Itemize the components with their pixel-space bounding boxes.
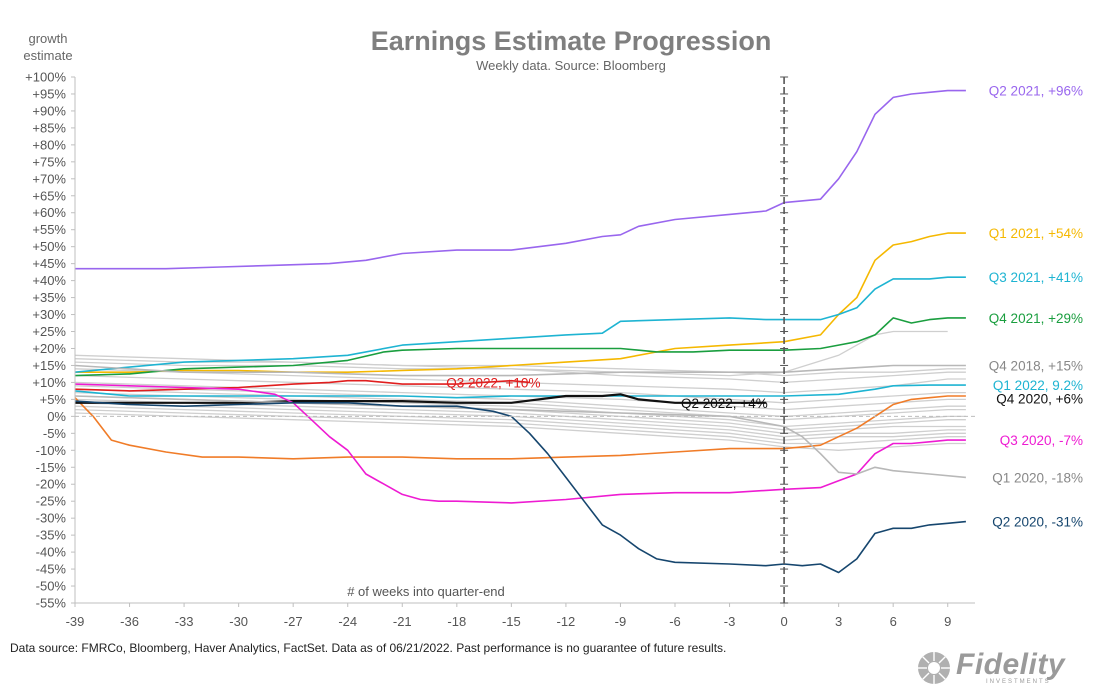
y-axis-label-line2: estimate xyxy=(23,48,72,63)
series-label-q3-2021-41: Q3 2021, +41% xyxy=(989,270,1083,285)
logo-wordmark: Fidelity xyxy=(956,648,1066,681)
y-tick-label: -55% xyxy=(36,596,67,611)
y-tick-label: -30% xyxy=(36,511,67,526)
background-series-line-14 xyxy=(74,408,966,445)
chart-title: Earnings Estimate Progression xyxy=(371,26,772,56)
chart-subtitle: Weekly data. Source: Bloomberg xyxy=(476,58,666,73)
y-tick-label: +25% xyxy=(32,324,66,339)
series-line-q3-2020-7 xyxy=(74,383,966,504)
background-series-line-13 xyxy=(74,405,966,441)
series-label-q4-2018-15: Q4 2018, +15% xyxy=(989,358,1083,373)
y-axis-label-line1: growth xyxy=(28,31,67,46)
series-group xyxy=(74,89,966,574)
y-tick-label: +50% xyxy=(32,239,66,254)
y-tick-label: +95% xyxy=(32,86,66,101)
x-tick-label: -24 xyxy=(338,614,357,629)
series-line-q3-2021-41 xyxy=(74,276,966,373)
y-tick-label: +90% xyxy=(32,103,66,118)
series-line-q2-2020-31 xyxy=(74,400,966,574)
background-series-line-4 xyxy=(74,368,966,394)
series-label-q4-2020-6: Q4 2020, +6% xyxy=(996,391,1083,406)
series-line-q3-2022-10 xyxy=(74,379,530,392)
x-tick-label: 0 xyxy=(780,614,787,629)
axes-group: -55%-50%-45%-40%-35%-30%-25%-20%-15%-10%… xyxy=(25,70,975,629)
inline-label-q2-2022-4: Q2 2022, +4% xyxy=(681,396,768,411)
fidelity-logo: Fidelity INVESTMENTS xyxy=(916,648,1086,688)
y-tick-label: -20% xyxy=(36,477,67,492)
y-tick-label: -45% xyxy=(36,562,67,577)
y-tick-label: +80% xyxy=(32,137,66,152)
series-line-q1-2021-54 xyxy=(75,232,966,374)
y-tick-label: +45% xyxy=(32,256,66,271)
y-tick-label: +30% xyxy=(32,307,66,322)
x-tick-label: -36 xyxy=(120,614,139,629)
series-line-q2-2022-4 xyxy=(75,393,766,404)
series-label-q1-2022-9-2: Q1 2022, 9.2% xyxy=(993,378,1083,393)
x-tick-label: -9 xyxy=(615,614,627,629)
x-tick-label: -18 xyxy=(447,614,466,629)
y-tick-label: -15% xyxy=(36,460,67,475)
x-tick-label: -21 xyxy=(393,614,412,629)
background-series-line-12 xyxy=(74,402,966,438)
x-tick-label: -27 xyxy=(284,614,303,629)
footnote: Data source: FMRCo, Bloomberg, Haver Ana… xyxy=(10,641,727,655)
y-tick-label: +100% xyxy=(25,70,66,85)
series-line-q1-2020-18 xyxy=(74,395,966,479)
x-tick-label: -6 xyxy=(669,614,681,629)
x-tick-label: -30 xyxy=(229,614,248,629)
series-line-q4-2021-29 xyxy=(74,317,966,377)
y-tick-label: -50% xyxy=(36,579,67,594)
x-tick-label: -15 xyxy=(502,614,521,629)
y-tick-label: +55% xyxy=(32,222,66,237)
series-line-q2-2021-96 xyxy=(75,89,966,270)
series-label-q1-2021-54: Q1 2021, +54% xyxy=(989,226,1083,241)
background-series-line-11 xyxy=(74,398,966,434)
x-tick-label: -39 xyxy=(66,614,85,629)
earnings-estimate-chart: -55%-50%-45%-40%-35%-30%-25%-20%-15%-10%… xyxy=(23,26,1083,629)
y-tick-label: -40% xyxy=(36,545,67,560)
y-tick-label: +5% xyxy=(40,392,67,407)
y-tick-label: +65% xyxy=(32,188,66,203)
background-series-group xyxy=(74,330,966,451)
background-series-line-2 xyxy=(74,358,966,377)
background-series-line-7 xyxy=(74,385,966,418)
y-tick-label: +10% xyxy=(32,375,66,390)
logo-subtext: INVESTMENTS xyxy=(986,679,1051,685)
series-label-q2-2021-96: Q2 2021, +96% xyxy=(989,84,1083,99)
x-tick-label: -12 xyxy=(557,614,576,629)
series-line-q4-2020-6 xyxy=(74,395,966,460)
x-axis-label: # of weeks into quarter-end xyxy=(347,584,505,599)
y-tick-label: +35% xyxy=(32,290,66,305)
series-labels-group: Q2 2021, +96% Q1 2021, +54% Q3 2021, +41% Q… xyxy=(446,84,1083,530)
series-line-q4-2018-15 xyxy=(74,364,966,377)
series-label-q3-2020-7: Q3 2020, -7% xyxy=(1000,433,1083,448)
y-tick-label: +75% xyxy=(32,154,66,169)
y-tick-label: -25% xyxy=(36,494,67,509)
y-tick-label: -5% xyxy=(43,426,67,441)
y-tick-label: 0% xyxy=(47,409,66,424)
y-tick-label: +85% xyxy=(32,120,66,135)
y-tick-label: -35% xyxy=(36,528,67,543)
series-label-q4-2021-29: Q4 2021, +29% xyxy=(989,311,1083,326)
series-label-q2-2020-31: Q2 2020, -31% xyxy=(992,515,1083,530)
y-tick-label: +60% xyxy=(32,205,66,220)
y-tick-label: -10% xyxy=(36,443,67,458)
background-series-line-15 xyxy=(74,412,966,451)
background-series-line-9 xyxy=(74,391,966,428)
x-tick-label: 6 xyxy=(890,614,897,629)
series-label-q1-2020-18: Q1 2020, -18% xyxy=(992,470,1083,485)
sunburst-icon xyxy=(918,652,950,684)
x-tick-label: 9 xyxy=(944,614,951,629)
y-tick-label: +20% xyxy=(32,341,66,356)
y-tick-label: +70% xyxy=(32,171,66,186)
x-tick-label: -3 xyxy=(724,614,736,629)
y-tick-label: +40% xyxy=(32,273,66,288)
inline-label-q3-2022-10: Q3 2022, +10% xyxy=(446,375,540,390)
x-tick-label: 3 xyxy=(835,614,842,629)
y-tick-label: +15% xyxy=(32,358,66,373)
x-tick-label: -33 xyxy=(175,614,194,629)
